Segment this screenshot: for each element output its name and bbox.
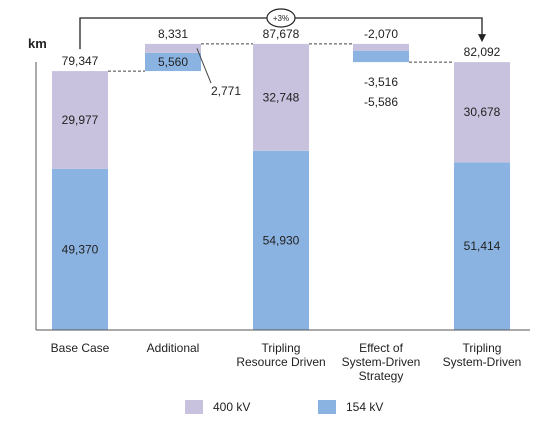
bar-154kv-4 <box>454 162 510 330</box>
waterfall-chart: km 79,347 8,331 87,678 82,092 49,370 29,977 54… <box>28 8 530 383</box>
bar-400kv-1 <box>145 43 201 53</box>
category-label-4-1: System-Driven <box>443 355 522 369</box>
bar-154kv-3 <box>353 50 409 63</box>
bar-400kv-4 <box>454 62 510 163</box>
leader-line-400kv-1 <box>196 48 212 84</box>
value-label-400kv-0: 29,977 <box>62 113 99 127</box>
legend-label-154kv: 154 kV <box>346 400 384 414</box>
bar-400kv-0 <box>52 71 108 169</box>
value-label-400kv-3: -2,070 <box>364 27 398 41</box>
legend-item-400kv: 400 kV <box>185 400 250 414</box>
value-label-154kv-0: 49,370 <box>62 242 99 256</box>
connectors-layer <box>108 43 454 72</box>
value-label-154kv-4: 51,414 <box>464 239 501 253</box>
category-label-3-1: System-Driven <box>342 355 421 369</box>
bars-layer <box>52 43 510 330</box>
category-label-0-0: Base Case <box>51 341 110 355</box>
legend-swatch-400kv <box>185 400 203 414</box>
category-label-1-0: Additional <box>147 341 200 355</box>
value-label-154kv-2: 54,930 <box>263 233 300 247</box>
value-label-400kv-2: 32,748 <box>263 90 300 104</box>
bracket-arrowhead <box>478 34 486 43</box>
category-label-4-0: Tripling <box>463 341 502 355</box>
bar-154kv-1 <box>145 52 201 72</box>
change-badge-label: +3% <box>273 14 289 23</box>
value-label-154kv-1: 5,560 <box>158 55 188 69</box>
category-label-3-0: Effect of <box>359 341 403 355</box>
legend-swatch-154kv <box>318 400 336 414</box>
bar-154kv-2 <box>253 150 309 330</box>
category-label-2-1: Resource Driven <box>236 355 325 369</box>
value-label-154kv-3: -3,516 <box>364 75 398 89</box>
bar-154kv-0 <box>52 168 108 330</box>
category-label-3-2: Strategy <box>359 369 404 383</box>
legend: 400 kV 154 kV <box>0 400 554 420</box>
total-label-1: 8,331 <box>158 27 188 41</box>
change-bracket: +3% <box>79 8 486 50</box>
change-badge <box>266 8 296 28</box>
value-label-400kv-1: 2,771 <box>211 84 241 98</box>
bar-400kv-3 <box>353 43 409 51</box>
value-label-400kv-4: 30,678 <box>464 105 501 119</box>
total-label-4: 82,092 <box>464 45 501 59</box>
category-label-2-0: Tripling <box>262 341 301 355</box>
total-label-2: 87,678 <box>263 27 300 41</box>
unit-label: km <box>28 36 47 51</box>
bar-400kv-2 <box>253 43 309 151</box>
total-label-3: -5,586 <box>364 95 398 109</box>
legend-item-154kv: 154 kV <box>318 400 383 414</box>
labels-layer: 79,347 8,331 87,678 82,092 49,370 29,977 54,93… <box>62 27 501 257</box>
total-label-0: 79,347 <box>62 54 99 68</box>
legend-label-400kv: 400 kV <box>213 400 251 414</box>
